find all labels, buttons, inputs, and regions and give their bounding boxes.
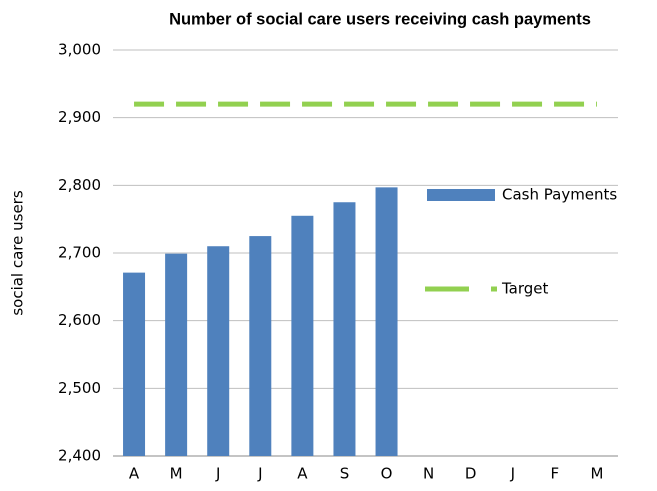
x-tick-label: D xyxy=(465,465,477,483)
y-tick-label: 2,500 xyxy=(58,379,101,397)
bar xyxy=(123,272,146,456)
bar xyxy=(165,253,188,456)
bar xyxy=(249,236,272,456)
legend-label: Target xyxy=(501,280,549,298)
x-tick-label: A xyxy=(129,465,140,483)
y-tick-label: 2,800 xyxy=(58,176,101,194)
bar xyxy=(333,202,356,456)
x-tick-label: J xyxy=(215,465,220,483)
x-tick-label: J xyxy=(510,465,515,483)
x-tick-label: S xyxy=(340,465,350,483)
y-tick-label: 2,900 xyxy=(58,108,101,126)
y-tick-label: 3,000 xyxy=(58,41,101,59)
y-tick-label: 2,600 xyxy=(58,311,101,329)
y-tick-label: 2,400 xyxy=(58,447,101,465)
legend-label: Cash Payments xyxy=(502,186,617,204)
x-tick-label: J xyxy=(257,465,262,483)
x-tick-label: O xyxy=(381,465,393,483)
y-axis-label: social care users xyxy=(9,190,27,316)
bar xyxy=(291,215,314,456)
x-tick-label: M xyxy=(590,465,603,483)
chart-title: Number of social care users receiving ca… xyxy=(169,10,591,28)
x-tick-label: M xyxy=(170,465,183,483)
bar xyxy=(375,187,398,456)
x-tick-label: F xyxy=(551,465,560,483)
x-tick-label: N xyxy=(423,465,434,483)
y-tick-label: 2,700 xyxy=(58,244,101,262)
legend-swatch xyxy=(427,189,495,201)
x-tick-label: A xyxy=(297,465,308,483)
bar xyxy=(207,246,230,456)
